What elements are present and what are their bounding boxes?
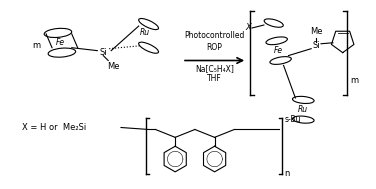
Text: m: m	[350, 76, 359, 85]
Text: m: m	[32, 41, 40, 50]
Text: Si: Si	[99, 48, 107, 57]
Text: Me: Me	[310, 27, 322, 36]
Text: X = H or  Me₂Si: X = H or Me₂Si	[23, 123, 87, 132]
Text: X: X	[245, 23, 251, 33]
Text: n: n	[285, 169, 290, 178]
Text: s-Bu: s-Bu	[285, 115, 301, 124]
Text: Na[C₅H₄X]: Na[C₅H₄X]	[195, 64, 234, 73]
Text: Ru: Ru	[298, 105, 308, 114]
Text: Me: Me	[107, 63, 120, 71]
Text: Fe: Fe	[55, 38, 64, 47]
Text: THF: THF	[207, 74, 222, 83]
Text: Ru: Ru	[139, 28, 150, 37]
Text: Si: Si	[312, 41, 320, 50]
Text: Photocontrolled: Photocontrolled	[184, 31, 245, 40]
Text: ROP: ROP	[207, 43, 223, 52]
Text: Fe: Fe	[274, 46, 283, 55]
